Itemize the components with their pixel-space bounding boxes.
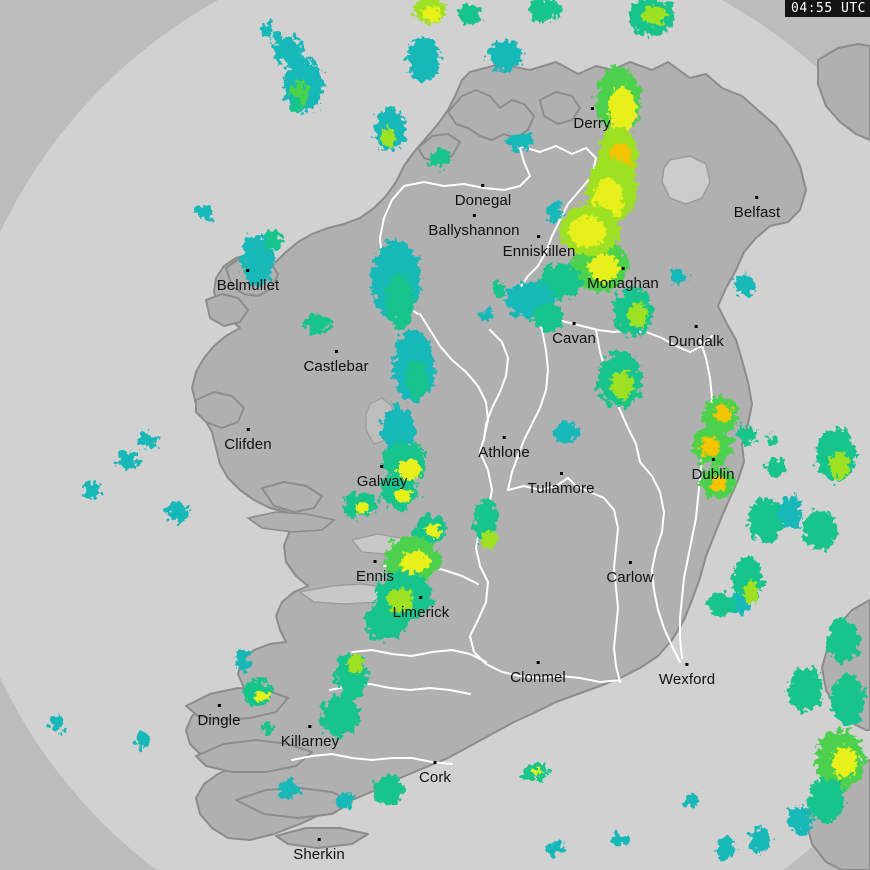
- radar-echo-cell: [789, 668, 823, 712]
- radar-echo-cell: [568, 216, 606, 248]
- radar-echo-cell: [235, 651, 251, 671]
- radar-echo-cell: [778, 496, 802, 528]
- radar-echo-cell: [387, 588, 413, 612]
- radar-echo-cell: [734, 275, 756, 295]
- radar-echo-cell: [273, 36, 303, 64]
- radar-echo-cell: [671, 270, 687, 284]
- radar-echo-cell: [628, 303, 648, 327]
- radar-echo-cell: [355, 502, 371, 514]
- radar-echo-cell: [749, 828, 771, 852]
- radar-echo-cell: [201, 210, 213, 222]
- radar-echo-cell: [423, 6, 441, 22]
- radar-echo-cell: [643, 5, 667, 25]
- radar-echo-cell: [808, 778, 844, 822]
- radar-echo-cell: [347, 654, 363, 674]
- radar-echo-cell: [290, 96, 302, 112]
- radar-echo-cell: [553, 422, 579, 442]
- radar-echo-cell: [381, 406, 415, 454]
- radar-echo-cell: [611, 371, 633, 399]
- radar-echo-cell: [589, 254, 619, 282]
- radar-echo-cell: [700, 437, 720, 457]
- radar-echo-cell: [263, 229, 281, 251]
- radar-echo-cell: [255, 691, 269, 701]
- radar-echo-cell: [84, 481, 100, 499]
- radar-echo-cell: [684, 792, 698, 808]
- radar-echo-cell: [506, 132, 534, 150]
- radar-echo-cell: [261, 722, 273, 734]
- radar-echo-cell: [830, 451, 850, 479]
- radar-echo-cell: [488, 40, 522, 70]
- radar-echo-cell: [429, 149, 451, 167]
- radar-echo-cell: [803, 510, 837, 550]
- radar-echo-cell: [710, 476, 726, 492]
- radar-echo-cell: [744, 581, 758, 603]
- timestamp-text: 04:55 UTC: [791, 1, 866, 16]
- radar-echo-cell: [708, 593, 736, 615]
- radar-echo-cell: [738, 425, 756, 445]
- radar-echo-cell: [272, 31, 282, 41]
- radar-echo-cell: [493, 282, 505, 296]
- radar-echo-cell: [827, 618, 859, 662]
- radar-echo-cell: [612, 833, 628, 847]
- radar-echo-cell: [481, 531, 497, 549]
- radar-echo-cell: [400, 551, 430, 573]
- land-kerry-peninsulas: [185, 687, 369, 849]
- radar-echo-cell: [767, 434, 779, 446]
- radar-echo-cell: [305, 314, 331, 334]
- radar-echo-cell: [335, 792, 355, 808]
- radar-echo-cell: [397, 460, 421, 480]
- radar-echo-layer-detail: [255, 0, 857, 778]
- radar-echo-cell: [549, 841, 563, 855]
- radar-echo-cell: [716, 837, 736, 859]
- radar-echo-cell: [136, 732, 150, 748]
- radar-echo-cell: [381, 128, 395, 148]
- radar-echo-cell: [480, 309, 494, 321]
- radar-echo-cell: [608, 86, 636, 134]
- radar-echo-cell: [833, 746, 857, 778]
- radar-echo-cell: [372, 775, 404, 805]
- radar-echo-cell: [408, 38, 440, 82]
- radar-echo-cell: [749, 498, 783, 542]
- radar-echo-cell: [50, 715, 64, 733]
- radar-echo-cell: [406, 360, 428, 400]
- land-ireland: [185, 61, 807, 841]
- radar-echo-cell: [167, 502, 189, 522]
- radar-echo-cell: [533, 768, 545, 776]
- radar-echo-cell: [459, 4, 481, 24]
- timestamp-badge: 04:55 UTC: [785, 0, 870, 17]
- lough-neagh: [661, 155, 711, 205]
- radar-echo-cell: [714, 404, 732, 422]
- radar-echo-cell: [394, 489, 412, 503]
- radar-echo-cell: [386, 272, 414, 328]
- radar-echo-cell: [278, 781, 300, 799]
- radar-echo-cell: [532, 304, 564, 332]
- radar-echo-cell: [425, 525, 441, 537]
- radar-echo-cell: [117, 451, 139, 469]
- radar-echo-cell: [139, 432, 157, 448]
- radar-echo-cell: [547, 203, 563, 221]
- radar-echo-cell: [260, 23, 272, 37]
- radar-echo-cell: [321, 695, 359, 737]
- radar-echo-cell: [788, 806, 812, 834]
- radar-echo-cell: [474, 498, 498, 542]
- radar-echo-cell: [529, 0, 561, 22]
- radar-echo-cell: [364, 604, 408, 640]
- radar-echo-cell: [831, 674, 865, 726]
- radar-echo-cell: [767, 459, 785, 477]
